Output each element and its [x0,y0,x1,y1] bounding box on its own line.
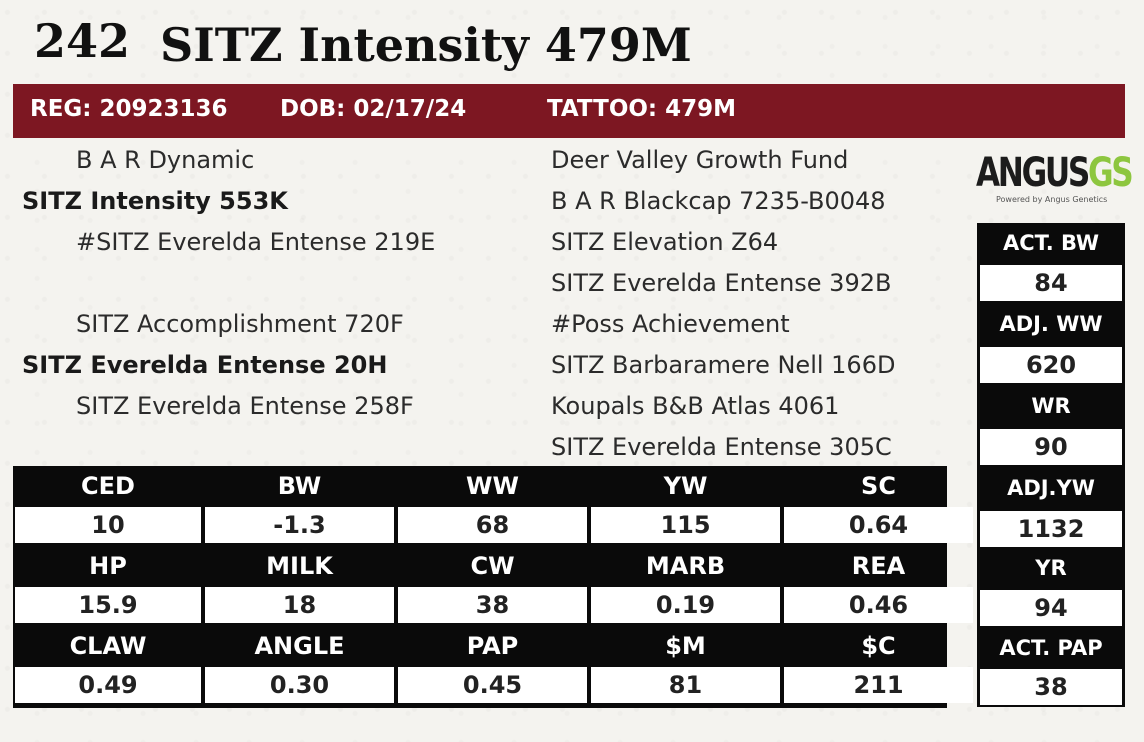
epd-header: CLAW [69,632,147,660]
registration-band: REG: 20923136 DOB: 02/17/24 TATTOO: 479M [13,84,1125,138]
date-of-birth: DOB: 02/17/24 [280,96,467,122]
pedigree-ancestor: #Poss Achievement [551,310,790,338]
logo-tagline: Powered by Angus Genetics [996,195,1108,204]
epd-header: $C [861,632,896,660]
performance-label: ACT. PAP [999,636,1103,660]
pedigree-ancestor: SITZ Everelda Entense 305C [551,433,892,461]
epd-value: 81 [591,667,780,703]
epd-header: REA [851,552,906,580]
pedigree-dam-sire: SITZ Accomplishment 720F [76,310,404,338]
pedigree-dam: SITZ Everelda Entense 20H [22,351,388,379]
pedigree-ancestor: SITZ Elevation Z64 [551,228,779,256]
performance-label: ACT. BW [1002,231,1100,255]
performance-value: 90 [980,429,1122,465]
epd-header: PAP [466,632,519,660]
pedigree-ancestor: B A R Blackcap 7235-B0048 [551,187,886,215]
performance-label: ADJ.YW [1007,476,1095,500]
epd-value: 38 [398,587,587,623]
performance-label: WR [1031,394,1071,418]
epd-value: 10 [15,507,201,543]
registration-number: REG: 20923136 [30,96,228,122]
pedigree-ancestor: Deer Valley Growth Fund [551,146,849,174]
pedigree-ancestor: SITZ Barbaramere Nell 166D [551,351,896,379]
epd-header: CW [470,552,515,580]
epd-value: 0.30 [205,667,394,703]
epd-header: YW [663,472,708,500]
epd-value: 15.9 [15,587,201,623]
epd-header: MARB [645,552,726,580]
epd-header: WW [466,472,519,500]
epd-header: HP [89,552,127,580]
pedigree-ancestor: Koupals B&B Atlas 4061 [551,392,840,420]
logo-text: ANGUS [976,150,1090,196]
epd-header: BW [277,472,322,500]
performance-label: YR [1035,556,1067,580]
epd-header: $M [665,632,706,660]
lot-number: 242 [34,14,131,68]
pedigree-sire: SITZ Intensity 553K [22,187,288,215]
epd-header: CED [81,472,135,500]
performance-value: 38 [980,669,1122,705]
epd-header: ANGLE [254,632,345,660]
performance-label: ADJ. WW [999,312,1103,336]
pedigree-sire-sire: B A R Dynamic [76,146,255,174]
performance-value: 1132 [980,511,1122,547]
epd-value: 0.19 [591,587,780,623]
pedigree-ancestor: SITZ Everelda Entense 392B [551,269,892,297]
performance-value: 94 [980,590,1122,626]
epd-header: MILK [266,552,333,580]
epd-table: CED BW WW YW SC 10 -1.3 68 115 0.64 HP M… [13,466,973,708]
epd-value: 0.45 [398,667,587,703]
performance-value: 84 [980,265,1122,301]
epd-value: -1.3 [205,507,394,543]
pedigree-sire-dam: #SITZ Everelda Entense 219E [76,228,436,256]
epd-value: 211 [784,667,973,703]
epd-value: 115 [591,507,780,543]
performance-panel: ACT. BW 84 ADJ. WW 620 WR 90 ADJ.YW 1132… [977,223,1125,707]
epd-value: 0.46 [784,587,973,623]
epd-header: SC [861,472,896,500]
tattoo: TATTOO: 479M [547,96,737,122]
animal-name: SITZ Intensity 479M [160,18,692,72]
epd-value: 18 [205,587,394,623]
logo-accent-text: GS [1087,150,1134,196]
pedigree-dam-dam: SITZ Everelda Entense 258F [76,392,414,420]
epd-value: 68 [398,507,587,543]
performance-value: 620 [980,347,1122,383]
epd-value: 0.64 [784,507,973,543]
epd-value: 0.49 [15,667,201,703]
angus-gs-logo: ANGUSGS Powered by Angus Genetics [976,150,1134,210]
